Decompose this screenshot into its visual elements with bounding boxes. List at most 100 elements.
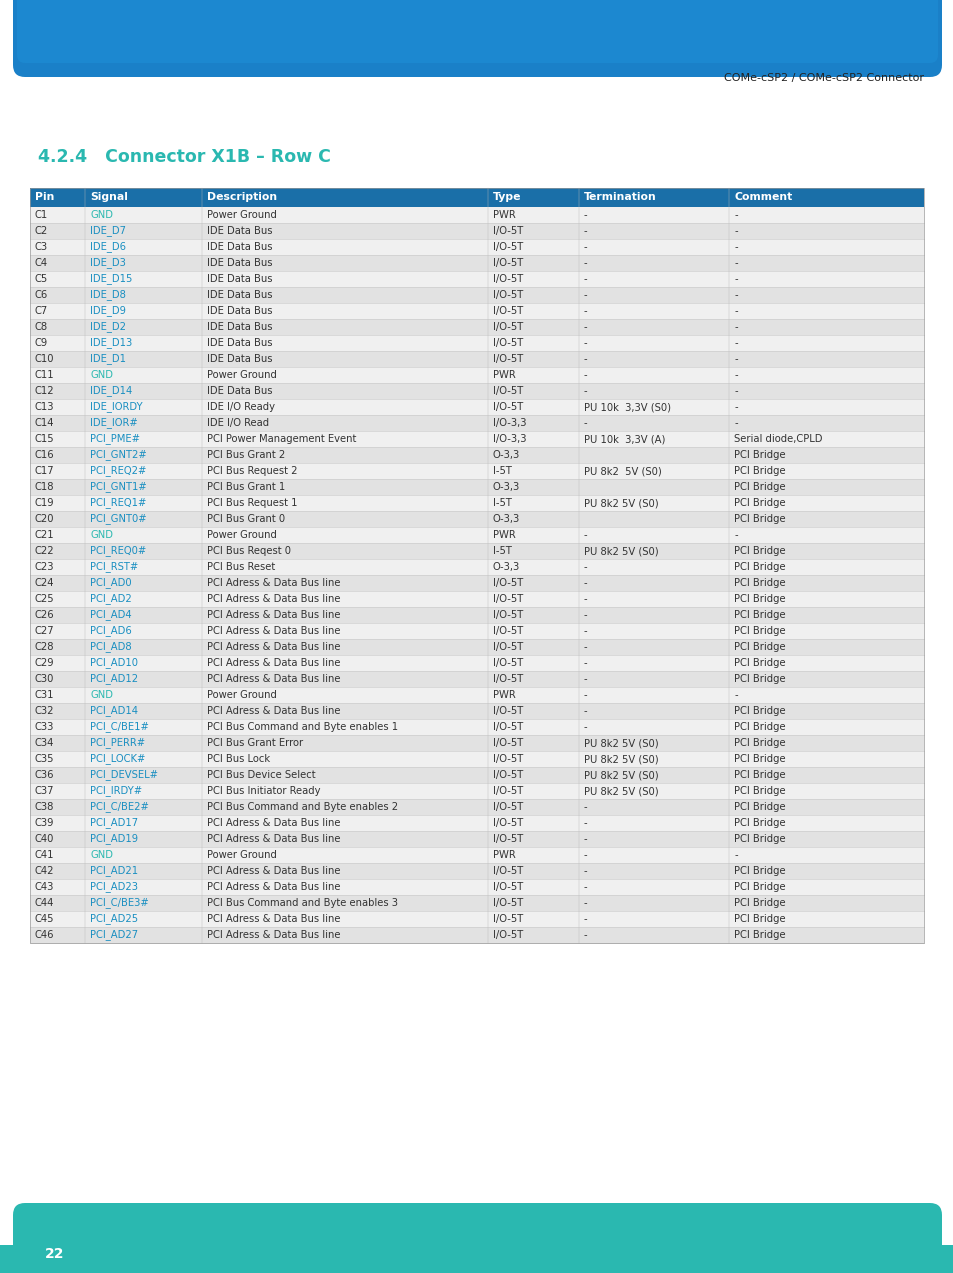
Text: -: - xyxy=(583,882,587,892)
Text: PCI_C/BE1#: PCI_C/BE1# xyxy=(91,722,150,732)
Text: IDE Data Bus: IDE Data Bus xyxy=(207,386,272,396)
Text: C31: C31 xyxy=(35,690,54,700)
Text: I/O-5T: I/O-5T xyxy=(492,673,522,684)
Text: C26: C26 xyxy=(35,610,54,620)
Bar xyxy=(30,223,923,239)
Bar xyxy=(30,671,923,687)
Bar xyxy=(30,591,923,607)
Text: PCI Bus Lock: PCI Bus Lock xyxy=(207,754,270,764)
Text: Description: Description xyxy=(207,192,276,202)
Text: PCI Adress & Data Bus line: PCI Adress & Data Bus line xyxy=(207,866,340,876)
Text: IDE Data Bus: IDE Data Bus xyxy=(207,242,272,252)
Text: C15: C15 xyxy=(35,434,54,444)
Bar xyxy=(30,783,923,799)
Text: Signal: Signal xyxy=(91,192,128,202)
Text: I/O-5T: I/O-5T xyxy=(492,754,522,764)
Text: PCI Bridge: PCI Bridge xyxy=(734,561,785,572)
Text: I/O-5T: I/O-5T xyxy=(492,802,522,812)
Text: -: - xyxy=(734,306,737,316)
Text: PCI_LOCK#: PCI_LOCK# xyxy=(91,754,146,765)
Text: C11: C11 xyxy=(35,370,54,381)
Text: C10: C10 xyxy=(35,354,54,364)
Text: C27: C27 xyxy=(35,626,54,636)
Text: Comment: Comment xyxy=(734,192,792,202)
Text: -: - xyxy=(734,274,737,284)
Text: -: - xyxy=(583,418,587,428)
Text: PCI_AD17: PCI_AD17 xyxy=(91,817,138,829)
Text: PCI_C/BE3#: PCI_C/BE3# xyxy=(91,897,149,909)
Bar xyxy=(30,479,923,495)
Text: IDE_IOR#: IDE_IOR# xyxy=(91,418,138,429)
Bar xyxy=(30,447,923,463)
Bar xyxy=(30,719,923,735)
Text: -: - xyxy=(734,386,737,396)
Bar xyxy=(30,703,923,719)
Text: C30: C30 xyxy=(35,673,54,684)
Text: C1: C1 xyxy=(35,210,49,220)
Text: IDE Data Bus: IDE Data Bus xyxy=(207,274,272,284)
Text: -: - xyxy=(583,626,587,636)
Text: PCI_RST#: PCI_RST# xyxy=(91,561,138,573)
Text: -: - xyxy=(583,370,587,381)
Text: PCI Bus Command and Byte enables 3: PCI Bus Command and Byte enables 3 xyxy=(207,897,397,908)
Text: O-3,3: O-3,3 xyxy=(492,482,519,491)
Text: PWR: PWR xyxy=(492,850,515,861)
Text: Power Ground: Power Ground xyxy=(207,370,276,381)
Text: Type: Type xyxy=(492,192,520,202)
Bar xyxy=(30,320,923,335)
Text: -: - xyxy=(734,242,737,252)
Text: -: - xyxy=(583,530,587,540)
Text: C5: C5 xyxy=(35,274,49,284)
Text: PCI_IRDY#: PCI_IRDY# xyxy=(91,785,142,797)
Text: I/O-5T: I/O-5T xyxy=(492,882,522,892)
Text: COMe-cSP2 / COMe-cSP2 Connector: COMe-cSP2 / COMe-cSP2 Connector xyxy=(723,73,923,83)
Bar xyxy=(30,927,923,943)
Text: I/O-5T: I/O-5T xyxy=(492,354,522,364)
Text: -: - xyxy=(583,866,587,876)
Text: C13: C13 xyxy=(35,402,54,412)
Bar xyxy=(30,847,923,863)
Text: I/O-5T: I/O-5T xyxy=(492,834,522,844)
Bar xyxy=(30,639,923,656)
Bar xyxy=(30,207,923,223)
Text: -: - xyxy=(583,322,587,332)
Bar xyxy=(30,831,923,847)
Text: I-5T: I-5T xyxy=(492,546,511,556)
Text: PCI Bridge: PCI Bridge xyxy=(734,578,785,588)
Text: PCI_GNT2#: PCI_GNT2# xyxy=(91,449,147,461)
Text: PU 8k2 5V (S0): PU 8k2 5V (S0) xyxy=(583,785,658,796)
Text: PCI Bridge: PCI Bridge xyxy=(734,931,785,939)
Text: PCI Bus Request 1: PCI Bus Request 1 xyxy=(207,498,296,508)
Text: I/O-5T: I/O-5T xyxy=(492,866,522,876)
Bar xyxy=(30,463,923,479)
Text: I/O-5T: I/O-5T xyxy=(492,897,522,908)
Text: -: - xyxy=(734,339,737,348)
Text: -: - xyxy=(583,354,587,364)
Text: Power Ground: Power Ground xyxy=(207,690,276,700)
Text: PU 10k  3,3V (S0): PU 10k 3,3V (S0) xyxy=(583,402,670,412)
Text: I/O-5T: I/O-5T xyxy=(492,642,522,652)
Text: PCI Bus Grant 2: PCI Bus Grant 2 xyxy=(207,449,285,460)
Text: -: - xyxy=(583,914,587,924)
Text: I-5T: I-5T xyxy=(492,498,511,508)
Text: PCI Bridge: PCI Bridge xyxy=(734,546,785,556)
Text: I/O-5T: I/O-5T xyxy=(492,290,522,300)
Text: PCI Adress & Data Bus line: PCI Adress & Data Bus line xyxy=(207,707,340,715)
Text: PWR: PWR xyxy=(492,530,515,540)
Text: IDE_D15: IDE_D15 xyxy=(91,274,132,284)
Text: C25: C25 xyxy=(35,594,54,603)
Text: C17: C17 xyxy=(35,466,54,476)
Text: PCI Power Management Event: PCI Power Management Event xyxy=(207,434,355,444)
Text: PU 10k  3,3V (A): PU 10k 3,3V (A) xyxy=(583,434,664,444)
Text: PCI Bridge: PCI Bridge xyxy=(734,914,785,924)
Text: PCI Bridge: PCI Bridge xyxy=(734,802,785,812)
Text: C21: C21 xyxy=(35,530,54,540)
Text: IDE_D13: IDE_D13 xyxy=(91,337,132,349)
Text: PCI_PERR#: PCI_PERR# xyxy=(91,737,146,749)
Text: PCI Adress & Data Bus line: PCI Adress & Data Bus line xyxy=(207,819,340,827)
Text: C33: C33 xyxy=(35,722,54,732)
Text: IDE_D2: IDE_D2 xyxy=(91,322,127,332)
Text: C46: C46 xyxy=(35,931,54,939)
Text: C35: C35 xyxy=(35,754,54,764)
Text: I/O-5T: I/O-5T xyxy=(492,914,522,924)
